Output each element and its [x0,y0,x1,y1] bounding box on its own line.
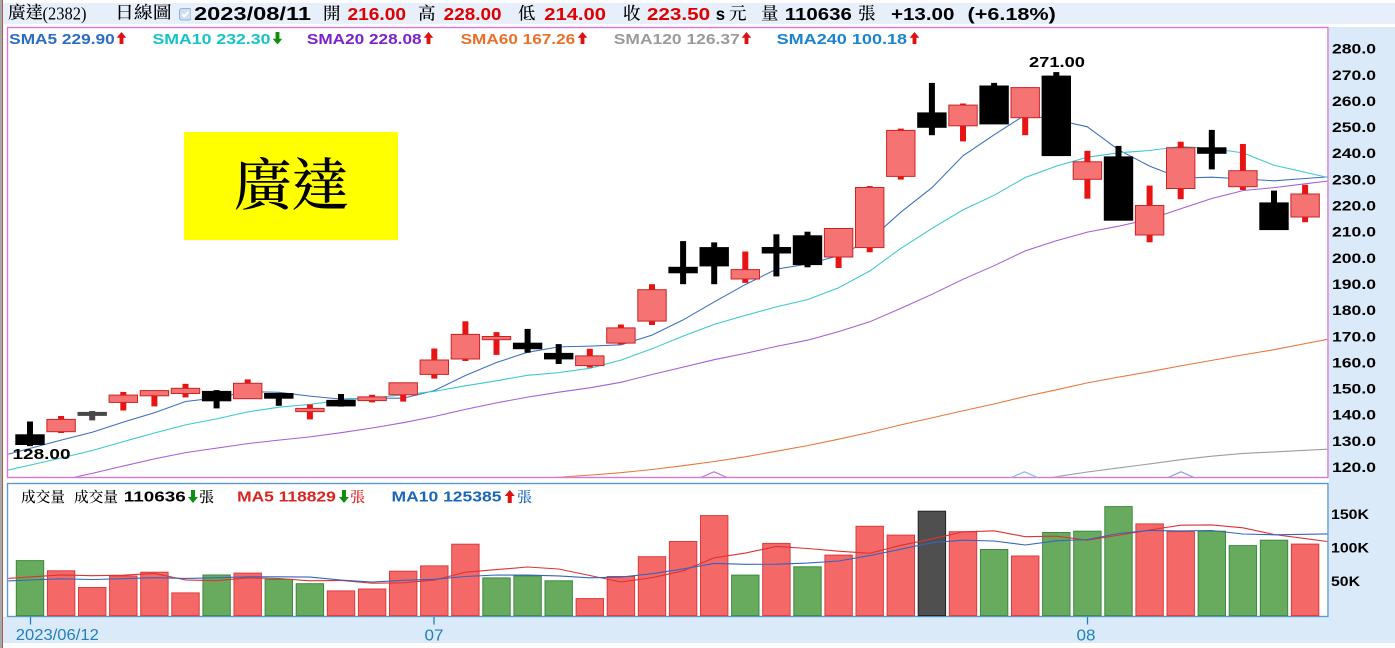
svg-text:150K: 150K [1331,506,1369,522]
svg-text:2023/08/11: 2023/08/11 [194,3,311,24]
svg-text:270.0: 270.0 [1332,67,1376,83]
svg-text:110636: 110636 [785,4,852,24]
svg-text:MA5 118829: MA5 118829 [237,489,336,506]
svg-text:210.0: 210.0 [1332,224,1376,240]
svg-text:SMA60 167.26: SMA60 167.26 [461,31,576,48]
svg-text:+13.00: +13.00 [891,4,955,24]
svg-text:271.00: 271.00 [1029,54,1085,71]
svg-text:160.0: 160.0 [1332,354,1376,370]
svg-text:(+6.18%): (+6.18%) [968,4,1056,24]
svg-text:110636: 110636 [124,489,186,506]
svg-text:250.0: 250.0 [1332,119,1376,135]
svg-text:260.0: 260.0 [1332,93,1376,109]
svg-text:180.0: 180.0 [1332,302,1376,318]
svg-text:128.00: 128.00 [13,446,71,463]
svg-text:MA10 125385: MA10 125385 [392,489,502,506]
svg-text:SMA5 229.90: SMA5 229.90 [9,31,115,48]
svg-text:SMA120 126.37: SMA120 126.37 [614,31,740,48]
svg-text:214.00: 214.00 [544,4,606,24]
svg-text:216.00: 216.00 [348,4,407,24]
svg-text:130.0: 130.0 [1332,433,1376,449]
svg-text:240.0: 240.0 [1332,145,1376,161]
svg-text:(2382): (2382) [43,4,87,24]
svg-text:SMA240 100.18: SMA240 100.18 [777,31,908,48]
svg-text:280.0: 280.0 [1332,41,1376,57]
svg-text:100K: 100K [1331,540,1369,556]
svg-text:2023/06/12: 2023/06/12 [16,627,99,644]
svg-text:220.0: 220.0 [1332,198,1376,214]
svg-text:150.0: 150.0 [1332,381,1376,397]
svg-text:200.0: 200.0 [1332,250,1376,266]
svg-text:SMA20 228.08: SMA20 228.08 [307,31,422,48]
svg-text:07: 07 [425,628,444,645]
svg-text:223.50: 223.50 [647,4,711,24]
svg-text:228.00: 228.00 [444,4,502,24]
svg-text:190.0: 190.0 [1332,276,1376,292]
svg-text:120.0: 120.0 [1332,459,1376,475]
svg-text:50K: 50K [1331,573,1360,589]
svg-text:s: s [716,4,726,24]
svg-text:SMA10 232.30: SMA10 232.30 [153,31,271,48]
svg-text:140.0: 140.0 [1332,407,1376,423]
svg-text:230.0: 230.0 [1332,171,1376,187]
svg-text:08: 08 [1077,628,1096,645]
svg-text:170.0: 170.0 [1332,328,1376,344]
